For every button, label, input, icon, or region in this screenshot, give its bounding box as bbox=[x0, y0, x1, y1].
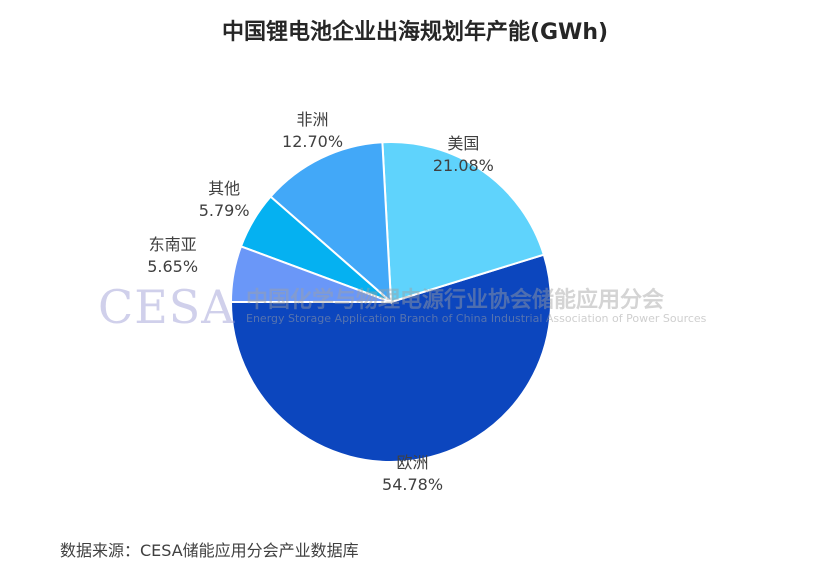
slice-label-name: 非洲 bbox=[296, 109, 329, 129]
slice-label-1: 美国 21.08% bbox=[418, 133, 508, 177]
slice-label-name: 欧洲 bbox=[396, 453, 429, 473]
slice-label-name: 东南亚 bbox=[148, 235, 197, 255]
slice-label-name: 美国 bbox=[447, 133, 480, 153]
pie-slice-2 bbox=[269, 141, 393, 305]
source-note: 数据来源：CESA储能应用分会产业数据库 bbox=[60, 541, 359, 560]
slice-label-2: 非洲 12.70% bbox=[268, 109, 358, 153]
slice-label-0: 欧洲 54.78% bbox=[368, 452, 458, 496]
slice-label-value: 12.70% bbox=[282, 131, 344, 151]
pie-slice-0 bbox=[229, 253, 552, 463]
pie-slice-1 bbox=[381, 141, 546, 304]
chart-title: 中国锂电池企业出海规划年产能(GWh) bbox=[221, 20, 609, 45]
slice-label-value: 54.78% bbox=[382, 475, 444, 495]
slice-label-name: 其他 bbox=[208, 178, 241, 198]
slice-label-4: 东南亚 5.65% bbox=[128, 234, 218, 278]
pie-slice-4 bbox=[229, 245, 392, 303]
slice-label-value: 21.08% bbox=[432, 155, 494, 175]
slice-label-3: 其他 5.79% bbox=[179, 178, 269, 222]
slice-label-value: 5.65% bbox=[147, 257, 199, 277]
slice-label-value: 5.79% bbox=[198, 200, 250, 220]
